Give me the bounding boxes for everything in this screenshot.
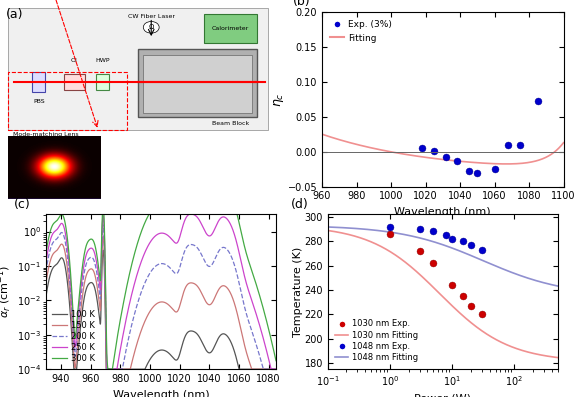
300 K — [107, 367, 114, 372]
X-axis label: Power (W): Power (W) — [414, 393, 472, 397]
100 K — [72, 367, 79, 372]
150 K — [273, 367, 279, 372]
300 K — [243, 253, 250, 258]
Text: OI: OI — [71, 58, 78, 64]
250 K — [43, 260, 49, 264]
Text: PBS: PBS — [33, 99, 45, 104]
300 K — [131, 252, 138, 257]
Text: (b): (b) — [293, 0, 310, 8]
Text: (a): (a) — [6, 8, 24, 21]
200 K — [107, 367, 114, 372]
Text: (d): (d) — [291, 198, 309, 211]
Bar — [64, 74, 85, 90]
150 K — [99, 234, 106, 239]
Text: Mode-matching Lens: Mode-matching Lens — [13, 132, 78, 137]
Line: 200 K: 200 K — [46, 225, 276, 369]
100 K — [243, 367, 250, 372]
Line: 100 K: 100 K — [46, 250, 276, 369]
150 K — [69, 326, 76, 330]
Text: (c): (c) — [14, 198, 30, 211]
200 K — [99, 223, 106, 227]
200 K — [141, 282, 148, 287]
300 K — [268, 339, 275, 344]
Y-axis label: $\eta_c$: $\eta_c$ — [272, 92, 286, 106]
Bar — [204, 13, 257, 43]
150 K — [82, 274, 89, 279]
200 K — [82, 263, 89, 268]
Legend: 100 K, 150 K, 200 K, 250 K, 300 K: 100 K, 150 K, 200 K, 250 K, 300 K — [50, 308, 97, 365]
200 K — [243, 313, 250, 318]
250 K — [82, 254, 89, 258]
250 K — [273, 367, 279, 372]
Bar — [32, 72, 45, 92]
100 K — [82, 288, 89, 293]
X-axis label: Wavelength (nm): Wavelength (nm) — [394, 207, 491, 217]
150 K — [131, 351, 138, 355]
200 K — [43, 269, 49, 274]
150 K — [268, 367, 275, 372]
150 K — [107, 367, 114, 372]
Y-axis label: Temperature (K): Temperature (K) — [293, 247, 303, 337]
300 K — [43, 251, 49, 255]
100 K — [268, 367, 275, 372]
250 K — [69, 305, 76, 310]
200 K — [268, 367, 275, 372]
Line: 250 K: 250 K — [46, 214, 276, 369]
Legend: 1030 nm Exp., 1030 nm Fitting, 1048 nm Exp., 1048 nm Fitting: 1030 nm Exp., 1030 nm Fitting, 1048 nm E… — [332, 316, 421, 365]
Circle shape — [143, 21, 159, 33]
Bar — [143, 54, 252, 113]
150 K — [43, 280, 49, 285]
Legend: Exp. (3%), Fitting: Exp. (3%), Fitting — [327, 16, 396, 46]
Line: 300 K: 300 K — [46, 197, 276, 369]
Bar — [9, 72, 128, 130]
Text: HWP: HWP — [95, 58, 110, 64]
100 K — [141, 367, 148, 372]
Text: CW Fiber Laser: CW Fiber Laser — [128, 14, 175, 19]
300 K — [273, 358, 279, 363]
Y-axis label: $\alpha_r$ (cm$^{-1}$): $\alpha_r$ (cm$^{-1}$) — [0, 265, 14, 318]
100 K — [131, 367, 138, 372]
250 K — [141, 252, 148, 256]
150 K — [243, 351, 250, 356]
Bar — [9, 8, 267, 130]
200 K — [131, 312, 138, 317]
Text: Beam Block: Beam Block — [212, 121, 249, 125]
100 K — [99, 248, 106, 252]
Bar — [138, 49, 257, 117]
X-axis label: Wavelength (nm): Wavelength (nm) — [113, 389, 209, 397]
100 K — [69, 339, 76, 344]
150 K — [141, 320, 148, 325]
Bar — [95, 74, 109, 90]
300 K — [82, 245, 89, 249]
Line: 150 K: 150 K — [46, 237, 276, 369]
Text: Calorimeter: Calorimeter — [212, 26, 249, 31]
250 K — [187, 212, 194, 216]
200 K — [69, 314, 76, 319]
300 K — [182, 195, 189, 200]
Text: Ω: Ω — [148, 24, 154, 30]
100 K — [273, 367, 279, 372]
200 K — [273, 367, 279, 372]
100 K — [43, 294, 49, 299]
250 K — [243, 283, 250, 287]
250 K — [268, 367, 275, 372]
300 K — [141, 222, 148, 227]
250 K — [131, 282, 138, 287]
250 K — [107, 367, 114, 372]
300 K — [69, 296, 76, 301]
